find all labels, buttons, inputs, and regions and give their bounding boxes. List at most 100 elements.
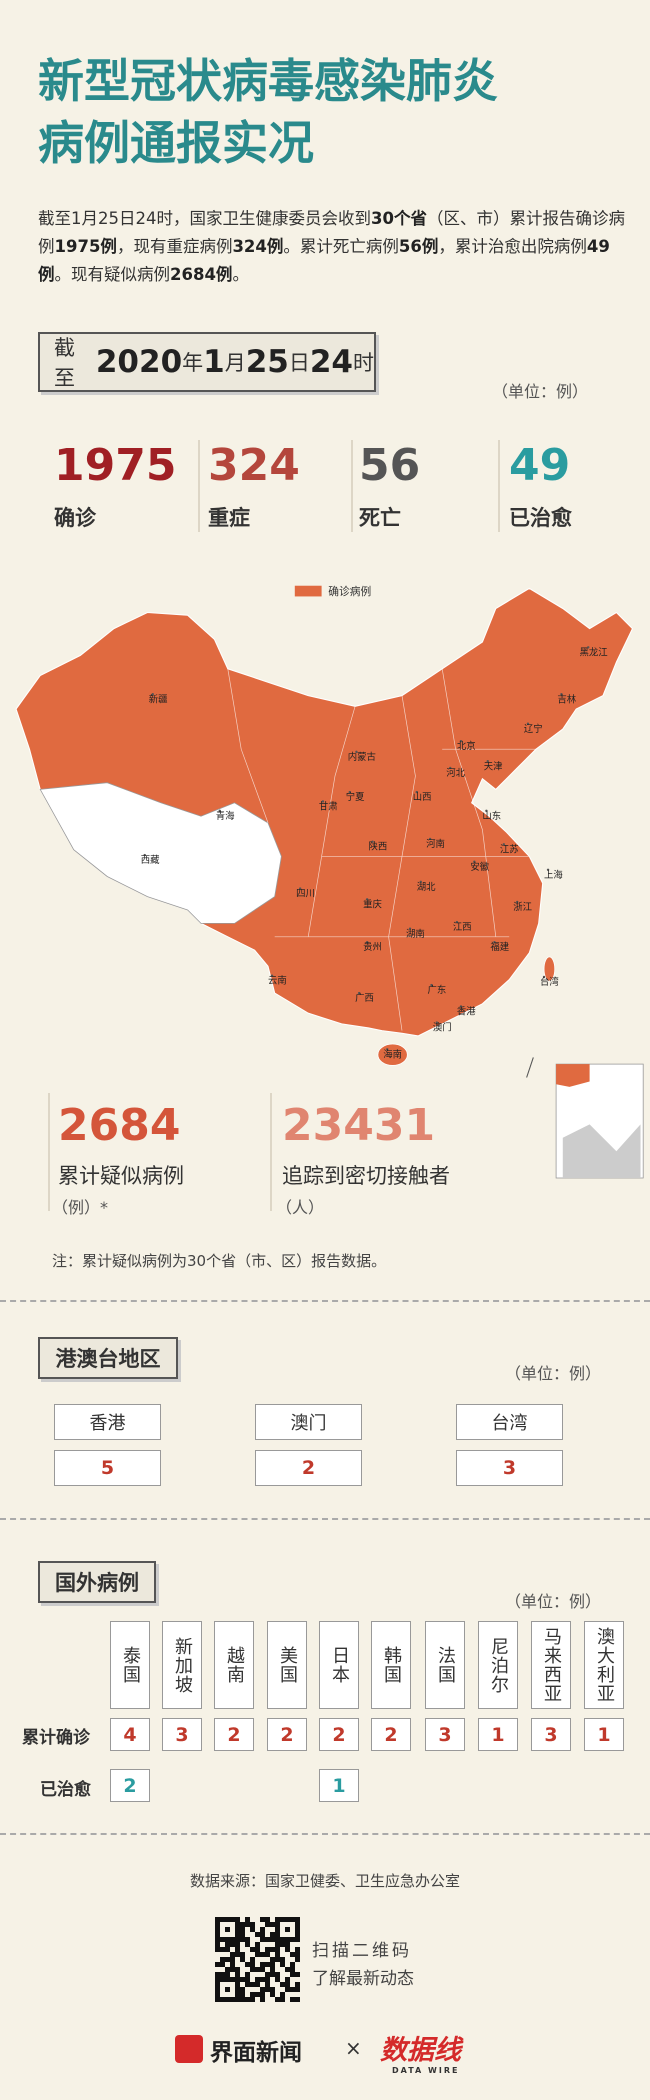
qr-cell [225, 1937, 230, 1942]
map-label: 江苏 [500, 843, 519, 855]
qr-cell [250, 1967, 255, 1972]
qr-cell [220, 1962, 225, 1967]
map-label: 北京 [457, 740, 476, 752]
row-label: 累计确诊 [22, 1728, 90, 1748]
map-dot [455, 920, 459, 924]
qr-cell [265, 1962, 270, 1967]
map-label: 黑龙江 [580, 646, 608, 658]
divider [0, 1833, 650, 1835]
map-dot [542, 975, 546, 979]
qr-cell [265, 1922, 270, 1927]
qr-cell [250, 1997, 255, 2002]
qr-cell [255, 1932, 260, 1937]
separator [198, 440, 200, 532]
qr-cell [250, 1992, 255, 1997]
map-label: 山东 [482, 810, 501, 822]
confirmed-value: 2 [214, 1718, 254, 1751]
intro: 截至1月25日24时，国家卫生健康委员会收到30个省（区、市）累计报告确诊病例1… [38, 205, 630, 289]
unit-label: （单位：例） [492, 382, 589, 401]
legend-label: 确诊病例 [328, 585, 371, 598]
qr-cell [265, 1972, 270, 1977]
stat-value: 324 [208, 440, 300, 491]
date-part: 年 [182, 351, 204, 375]
note: 注：累计疑似病例为30个省（市、区）报告数据。 [52, 1252, 387, 1270]
stat-value: 1975 [54, 440, 177, 491]
stat-unit: （人） [276, 1198, 325, 1217]
map-dot [357, 991, 361, 995]
qr-cell [260, 1952, 265, 1957]
map-dot [560, 693, 563, 696]
qr-cell [255, 1942, 260, 1947]
map-dot [298, 887, 302, 890]
qr-cell [220, 1977, 225, 1982]
map-label: 山西 [413, 792, 432, 803]
qr-cell [260, 1967, 265, 1972]
qr-cell [275, 1937, 280, 1942]
qr-cell [280, 1992, 285, 1997]
qr-cell [240, 1977, 245, 1982]
brand: 界面新闻 [210, 2040, 302, 2066]
qr-cell [265, 1982, 270, 1987]
qr-cell [275, 1957, 280, 1962]
confirmed-value: 3 [531, 1718, 571, 1751]
section-title: 国外病例 [38, 1561, 156, 1603]
qr-cell [295, 1922, 300, 1927]
map-label: 福建 [490, 941, 509, 953]
qr-cell [250, 1947, 255, 1952]
qr-cell [235, 1927, 240, 1932]
qr-cell [280, 1962, 285, 1967]
qr-cell [215, 1942, 220, 1947]
map-dot [493, 940, 496, 944]
intro-text: 。现有疑似病例 [54, 265, 171, 284]
map-dot [485, 809, 488, 813]
date-part: 2020 [95, 344, 183, 380]
qr-cell [295, 1927, 300, 1932]
confirmed-value: 3 [425, 1718, 465, 1751]
map-label: 云南 [268, 975, 287, 987]
qr-cell [235, 1917, 240, 1922]
country-name: 马来西亚 [531, 1621, 571, 1709]
intro-text: 56例 [398, 237, 439, 256]
qr-cell [295, 1932, 300, 1937]
map-dot [386, 1048, 389, 1051]
map-label: 香港 [457, 1006, 476, 1018]
date-part: 时 [353, 351, 374, 375]
qr-cell [275, 1932, 280, 1937]
map-dot [587, 646, 590, 649]
row-label: 已治愈 [40, 1780, 91, 1800]
qr-cell [255, 1947, 260, 1952]
qr-cell [285, 1967, 290, 1972]
map-dot [321, 800, 325, 803]
qr-cell [260, 1997, 265, 2002]
intro-text: 324例 [232, 237, 284, 256]
qr-cell [240, 1997, 245, 2002]
qr-cell [230, 1957, 235, 1962]
times: × [345, 2036, 362, 2060]
map-label: 浙江 [513, 901, 532, 913]
map-label: 青海 [216, 810, 235, 822]
qr-cell [215, 1992, 220, 1997]
map-dot [143, 853, 146, 857]
map-dot [486, 760, 489, 763]
qr-cell [280, 1917, 285, 1922]
country-name: 尼泊尔 [478, 1621, 518, 1709]
qr-cell [230, 1967, 235, 1972]
map-dot [270, 974, 274, 977]
map-label: 安徽 [470, 861, 489, 873]
qr-cell [275, 1947, 280, 1952]
qr-text: 扫描二维码 [312, 1941, 412, 1961]
map-dot [473, 860, 476, 863]
qr-cell [220, 1937, 225, 1942]
china-shape [15, 587, 634, 1037]
map-dot [459, 1005, 463, 1008]
qr-cell [235, 1972, 240, 1977]
qr-cell [250, 1927, 255, 1932]
confirmed-value: 1 [584, 1718, 624, 1751]
qr-cell [285, 1942, 290, 1947]
date-part: 截至 [54, 336, 75, 390]
qr-cell [270, 1992, 275, 1997]
qr-cell [215, 1917, 220, 1922]
map-dot [365, 940, 369, 944]
separator [498, 440, 500, 532]
